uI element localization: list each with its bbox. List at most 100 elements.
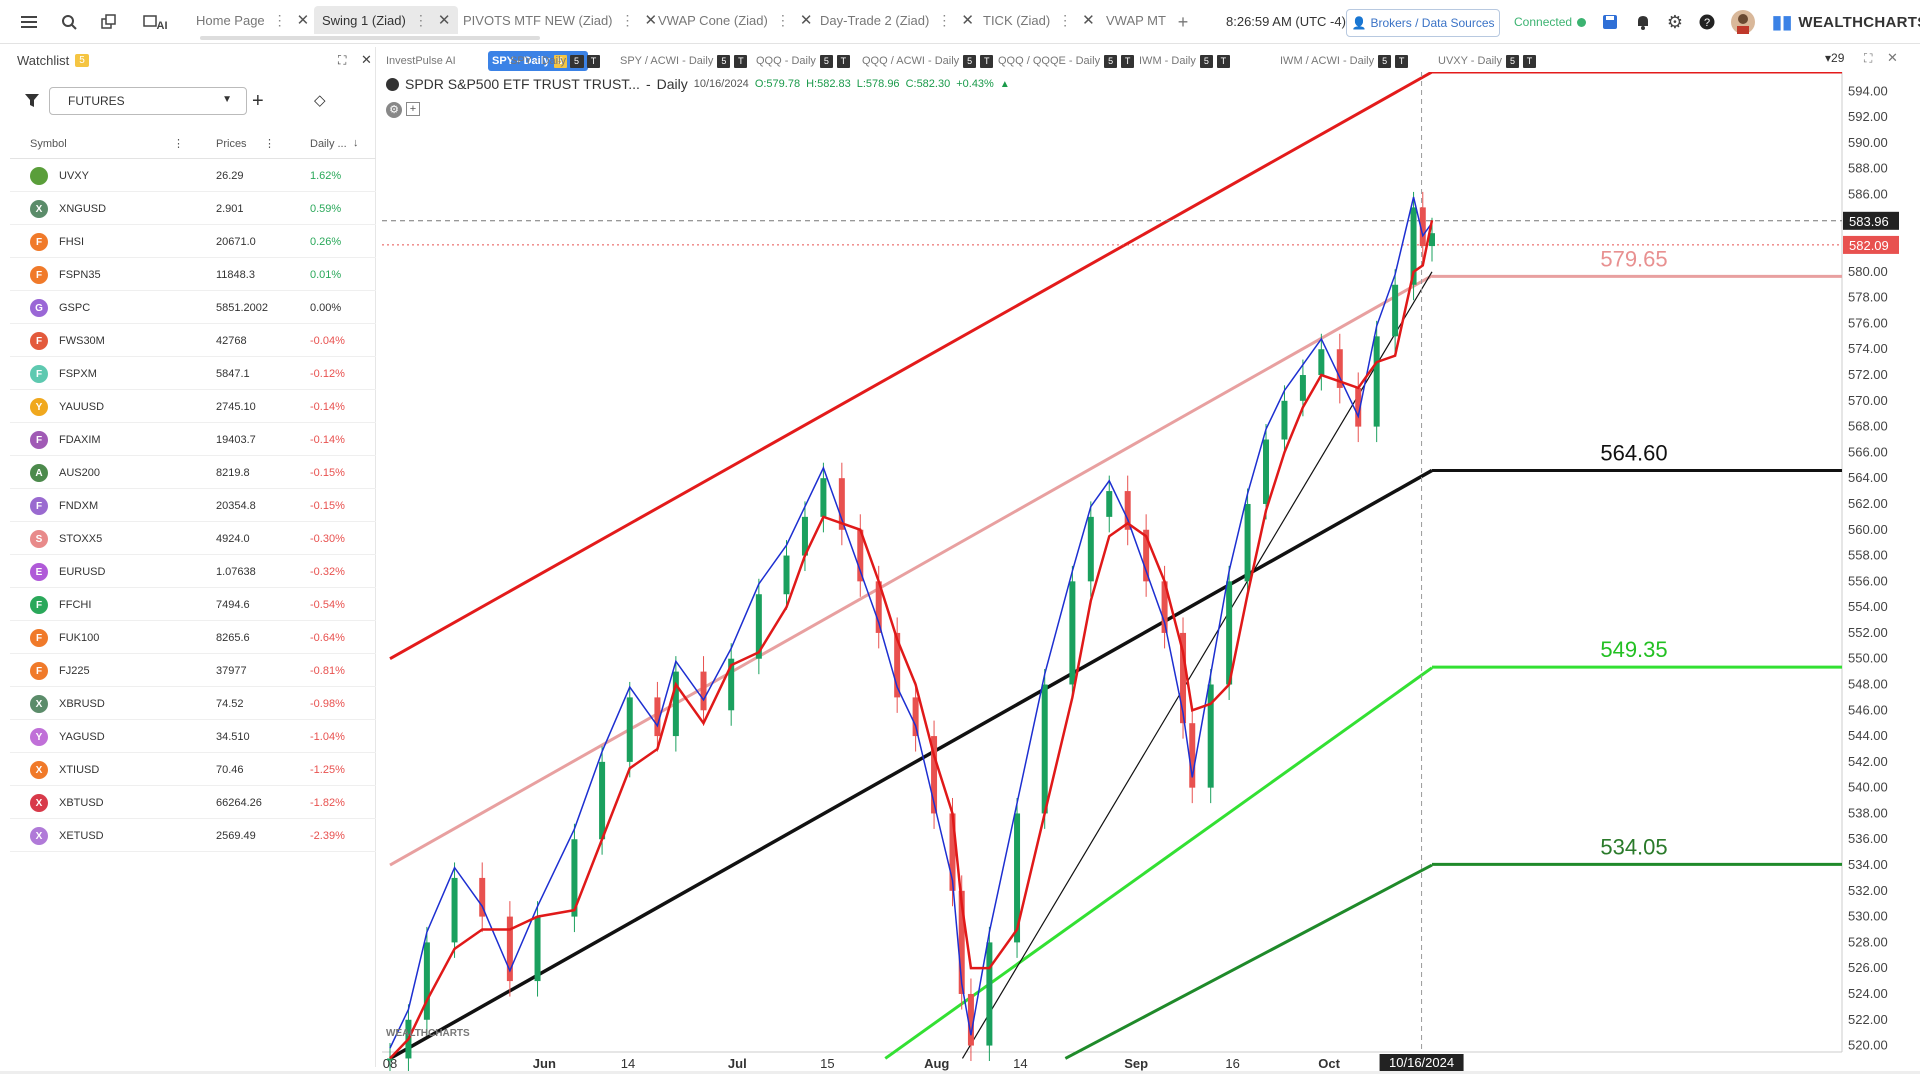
chart-tab[interactable]: QQQ - Daily 5 T — [752, 51, 854, 71]
save-icon[interactable] — [1597, 10, 1623, 34]
close-icon[interactable]: ✕ — [644, 12, 658, 29]
chart-tab[interactable]: IWM - Daily 5 T — [1135, 51, 1234, 71]
chart-settings-icon[interactable]: ⚙ — [386, 102, 402, 118]
tab-home-page[interactable]: Home Page ⋮ ✕ — [188, 6, 317, 34]
chart-tab[interactable]: QQQ / ACWI - Daily 5 T — [858, 51, 997, 71]
watchlist-row[interactable]: Y YAGUSD 34.510 -1.04% — [10, 720, 376, 753]
watchlist-row[interactable]: X XETUSD 2569.49 -2.39% — [10, 819, 376, 852]
hamburger-icon[interactable] — [16, 10, 42, 34]
search-icon[interactable] — [56, 10, 82, 34]
legend-close: C:582.30 — [905, 78, 951, 90]
candle-body — [599, 761, 606, 840]
row-price: 5851.2002 — [216, 302, 268, 314]
watchlist-row[interactable]: F FJ225 37977 -0.81% — [10, 654, 376, 687]
close-icon[interactable]: ✕ — [961, 12, 974, 29]
add-indicator-icon[interactable]: + — [406, 102, 420, 116]
channel-line — [389, 274, 1433, 867]
watchlist-row[interactable]: F FNDXM 20354.8 -0.15% — [10, 489, 376, 522]
watchlist-row[interactable]: X XBTUSD 66264.26 -1.82% — [10, 786, 376, 819]
watchlist-row[interactable]: E EURUSD 1.07638 -0.32% — [10, 555, 376, 588]
tabs-count[interactable]: ▾29 — [1825, 51, 1845, 65]
tabs-count-value: 29 — [1831, 51, 1845, 65]
watchlist-row[interactable]: Y YAUUSD 2745.10 -0.14% — [10, 390, 376, 423]
bell-icon[interactable] — [1630, 10, 1656, 34]
column-menu-icon[interactable]: ⋮ — [264, 138, 275, 150]
watchlist-row[interactable]: G GSPC 5851.2002 0.00% — [10, 291, 376, 324]
candle-body — [387, 1058, 393, 1061]
watchlist-row[interactable]: F FWS30M 42768 -0.04% — [10, 324, 376, 357]
row-price: 74.52 — [216, 698, 244, 710]
tab-pivots-mtf[interactable]: PIVOTS MTF NEW (Ziad) ⋮ ✕ — [455, 6, 665, 34]
watchlist-row[interactable]: F FHSI 20671.0 0.26% — [10, 225, 376, 258]
chart-tab-label: IWM / ACWI - Daily — [1280, 55, 1375, 67]
more-icon[interactable]: ⋮ — [272, 11, 287, 28]
watchlist-select[interactable]: FUTURES ▼ — [49, 87, 247, 115]
tab-vwap-mt[interactable]: VWAP MT — [1098, 6, 1174, 34]
close-icon[interactable]: ✕ — [437, 12, 451, 29]
add-tab-icon[interactable]: + — [1177, 11, 1189, 32]
expand-icon[interactable]: ⛶ — [338, 53, 347, 67]
more-icon[interactable]: ⋮ — [1058, 11, 1073, 28]
price-chart[interactable]: 520.00 522.00 524.00 526.00 528.00 530.00 532.… — [382, 72, 1920, 1072]
col-daily[interactable]: Daily ... — [310, 138, 347, 150]
watchlist-row[interactable]: F FDAXIM 19403.7 -0.14% — [10, 423, 376, 456]
row-symbol: XTIUSD — [59, 764, 100, 776]
watchlist-row[interactable]: F FSPXM 5847.1 -0.12% — [10, 357, 376, 390]
chart-area[interactable]: 520.00 522.00 524.00 526.00 528.00 530.00 532.… — [382, 72, 1920, 1072]
close-icon[interactable]: ✕ — [799, 12, 813, 29]
close-icon[interactable]: ✕ — [296, 12, 310, 29]
close-icon[interactable]: ✕ — [1887, 50, 1898, 65]
tab-vwap-cone[interactable]: VWAP Cone (Ziad) ⋮ ✕ — [650, 6, 820, 34]
expand-icon[interactable]: ⛶ — [1864, 51, 1873, 65]
eraser-icon[interactable]: ◇ — [314, 92, 326, 109]
watchlist-row[interactable]: S STOXX5 4924.0 -0.30% — [10, 522, 376, 555]
sort-down-icon[interactable]: ↓ — [353, 137, 359, 149]
chart-tab[interactable]: IWM / ACWI - Daily 5 T — [1276, 51, 1412, 71]
symbol-avatar: A — [30, 464, 48, 482]
tab-badge: T — [1216, 54, 1230, 68]
add-symbol-icon[interactable]: + — [252, 90, 264, 112]
chart-tab[interactable]: SPY / ACWI - Daily 5 T — [616, 51, 751, 71]
row-symbol: XBRUSD — [59, 698, 105, 710]
layouts-icon[interactable] — [96, 10, 122, 34]
row-change: -0.15% — [310, 467, 345, 479]
row-price: 4924.0 — [216, 533, 250, 545]
avatar[interactable] — [1730, 10, 1756, 34]
chart-tab-label: UVXY - Daily — [1438, 55, 1502, 67]
watchlist-row[interactable]: F FUK100 8265.6 -0.64% — [10, 621, 376, 654]
close-icon[interactable]: ✕ — [361, 52, 372, 67]
column-menu-icon[interactable]: ⋮ — [173, 138, 184, 150]
gear-icon[interactable]: ⚙ — [1666, 11, 1684, 32]
col-prices[interactable]: Prices — [216, 138, 247, 150]
candle-body — [571, 839, 578, 917]
candle-body — [1014, 813, 1021, 943]
watchlist-row[interactable]: A AUS200 8219.8 -0.15% — [10, 456, 376, 489]
tabs-scrollbar[interactable] — [200, 36, 540, 40]
chart-tab[interactable]: InvestPulse AI — [382, 51, 460, 71]
y-tick-label: 592.00 — [1848, 109, 1888, 124]
close-icon[interactable]: ✕ — [1082, 12, 1095, 29]
watchlist-row[interactable]: X XBRUSD 74.52 -0.98% — [10, 687, 376, 720]
filter-icon[interactable] — [25, 94, 39, 112]
tab-tick[interactable]: TICK (Ziad) ⋮ ✕ — [975, 6, 1103, 34]
watchlist-row[interactable]: F FFCHI 7494.6 -0.54% — [10, 588, 376, 621]
more-icon[interactable]: ⋮ — [413, 11, 428, 28]
ai-icon[interactable]: AI — [138, 10, 172, 34]
help-icon[interactable]: ? — [1694, 10, 1720, 34]
more-icon[interactable]: ⋮ — [620, 11, 635, 28]
more-icon[interactable]: ⋮ — [937, 11, 952, 28]
watchlist-row[interactable]: X XNGUSD 2.901 0.59% — [10, 192, 376, 225]
chart-tab[interactable]: QQQ / QQQE - Daily 5 T — [994, 51, 1138, 71]
col-symbol[interactable]: Symbol — [30, 138, 67, 150]
chart-tab[interactable]: UVXY - Daily 5 T — [1434, 51, 1540, 71]
more-icon[interactable]: ⋮ — [775, 11, 790, 28]
watchlist-row[interactable]: F FSPN35 11848.3 0.01% — [10, 258, 376, 291]
watchlist-row[interactable]: X XTIUSD 70.46 -1.25% — [10, 753, 376, 786]
x-tick-label: Jun — [533, 1056, 556, 1071]
brokers-button[interactable]: 👤 Brokers / Data Sources — [1346, 9, 1500, 37]
tab-day-trade-2[interactable]: Day-Trade 2 (Ziad) ⋮ ✕ — [812, 6, 982, 34]
watchlist-row[interactable]: UVXY 26.29 1.62% — [10, 159, 376, 192]
tab-swing-1[interactable]: Swing 1 (Ziad) ⋮ ✕ — [314, 6, 459, 34]
candle-body — [875, 581, 882, 633]
